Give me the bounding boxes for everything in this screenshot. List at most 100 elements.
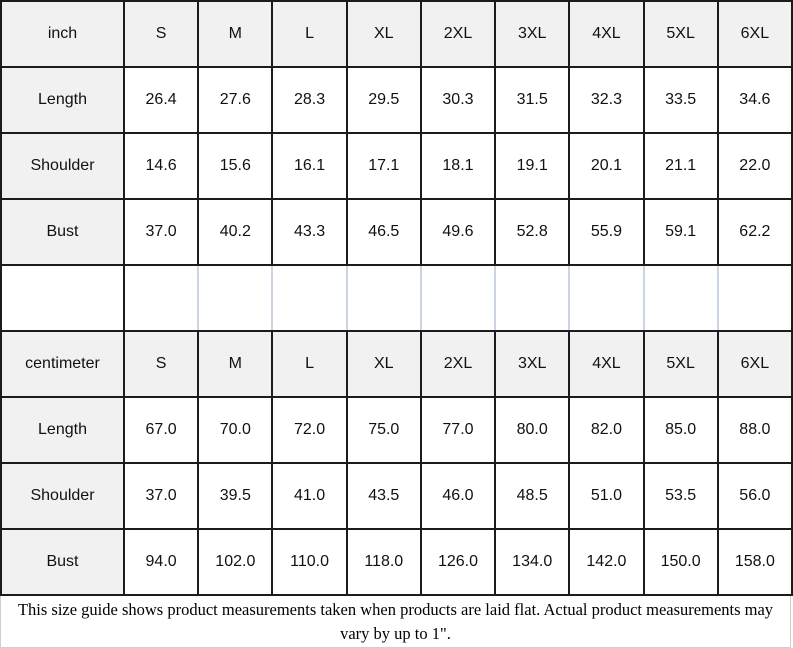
measurement-cell: 34.6 — [716, 66, 793, 134]
size-header: 4XL — [568, 0, 645, 68]
centimeter-shoulder-row: Shoulder 37.0 39.5 41.0 43.5 46.0 48.5 5… — [0, 462, 793, 530]
size-chart-table: inch S M L XL 2XL 3XL 4XL 5XL 6XL Length… — [0, 0, 793, 596]
measurement-cell: 150.0 — [642, 528, 719, 596]
measurement-cell: 126.0 — [419, 528, 497, 596]
measurement-cell: 39.5 — [197, 462, 274, 530]
spacer-cell — [494, 264, 571, 332]
measurement-cell: 62.2 — [716, 198, 793, 266]
row-label: Shoulder — [0, 132, 125, 200]
measurement-cell: 16.1 — [271, 132, 348, 200]
measurement-cell: 56.0 — [716, 462, 793, 530]
measurement-cell: 49.6 — [419, 198, 497, 266]
measurement-cell: 88.0 — [716, 396, 793, 464]
measurement-cell: 18.1 — [419, 132, 497, 200]
measurement-cell: 102.0 — [197, 528, 274, 596]
measurement-cell: 46.5 — [345, 198, 422, 266]
size-header: 5XL — [642, 330, 719, 398]
measurement-cell: 29.5 — [345, 66, 422, 134]
measurement-cell: 20.1 — [568, 132, 645, 200]
measurement-cell: 142.0 — [568, 528, 645, 596]
measurement-cell: 17.1 — [345, 132, 422, 200]
size-header: S — [122, 330, 200, 398]
centimeter-header-row: centimeter S M L XL 2XL 3XL 4XL 5XL 6XL — [0, 330, 793, 398]
measurement-cell: 52.8 — [494, 198, 571, 266]
measurement-cell: 110.0 — [271, 528, 348, 596]
measurement-cell: 15.6 — [197, 132, 274, 200]
measurement-cell: 72.0 — [271, 396, 348, 464]
size-header: 5XL — [642, 0, 719, 68]
measurement-cell: 41.0 — [271, 462, 348, 530]
measurement-cell: 118.0 — [345, 528, 422, 596]
spacer-cell — [0, 264, 125, 332]
measurement-cell: 77.0 — [419, 396, 497, 464]
inch-bust-row: Bust 37.0 40.2 43.3 46.5 49.6 52.8 55.9 … — [0, 198, 793, 266]
inch-length-row: Length 26.4 27.6 28.3 29.5 30.3 31.5 32.… — [0, 66, 793, 134]
measurement-cell: 70.0 — [197, 396, 274, 464]
spacer-cell — [642, 264, 719, 332]
measurement-cell: 82.0 — [568, 396, 645, 464]
size-header: 3XL — [494, 330, 571, 398]
measurement-cell: 28.3 — [271, 66, 348, 134]
measurement-cell: 14.6 — [122, 132, 200, 200]
size-header: L — [271, 0, 348, 68]
measurement-cell: 67.0 — [122, 396, 200, 464]
measurement-cell: 40.2 — [197, 198, 274, 266]
size-header: 2XL — [419, 0, 497, 68]
size-header: XL — [345, 330, 422, 398]
measurement-cell: 32.3 — [568, 66, 645, 134]
row-label: Length — [0, 396, 125, 464]
measurement-cell: 75.0 — [345, 396, 422, 464]
row-label: Bust — [0, 528, 125, 596]
size-header: S — [122, 0, 200, 68]
spacer-cell — [122, 264, 200, 332]
measurement-cell: 48.5 — [494, 462, 571, 530]
measurement-cell: 30.3 — [419, 66, 497, 134]
unit-header-centimeter: centimeter — [0, 330, 125, 398]
measurement-cell: 46.0 — [419, 462, 497, 530]
measurement-cell: 21.1 — [642, 132, 719, 200]
measurement-cell: 85.0 — [642, 396, 719, 464]
size-header: M — [197, 0, 274, 68]
measurement-cell: 26.4 — [122, 66, 200, 134]
size-header: 2XL — [419, 330, 497, 398]
row-label: Shoulder — [0, 462, 125, 530]
inch-shoulder-row: Shoulder 14.6 15.6 16.1 17.1 18.1 19.1 2… — [0, 132, 793, 200]
measurement-cell: 53.5 — [642, 462, 719, 530]
size-header: 6XL — [716, 0, 793, 68]
spacer-cell — [271, 264, 348, 332]
measurement-cell: 59.1 — [642, 198, 719, 266]
measurement-cell: 94.0 — [122, 528, 200, 596]
spacer-cell — [197, 264, 274, 332]
measurement-cell: 158.0 — [716, 528, 793, 596]
size-header: M — [197, 330, 274, 398]
measurement-cell: 80.0 — [494, 396, 571, 464]
spacer-cell — [419, 264, 497, 332]
centimeter-length-row: Length 67.0 70.0 72.0 75.0 77.0 80.0 82.… — [0, 396, 793, 464]
measurement-cell: 33.5 — [642, 66, 719, 134]
measurement-cell: 22.0 — [716, 132, 793, 200]
size-header: 6XL — [716, 330, 793, 398]
measurement-cell: 37.0 — [122, 462, 200, 530]
measurement-cell: 37.0 — [122, 198, 200, 266]
size-header: L — [271, 330, 348, 398]
size-header: XL — [345, 0, 422, 68]
size-header: 3XL — [494, 0, 571, 68]
measurement-cell: 134.0 — [494, 528, 571, 596]
size-guide-disclaimer: This size guide shows product measuremen… — [0, 596, 791, 648]
measurement-cell: 55.9 — [568, 198, 645, 266]
row-label: Bust — [0, 198, 125, 266]
spacer-cell — [716, 264, 793, 332]
spacer-cell — [568, 264, 645, 332]
centimeter-bust-row: Bust 94.0 102.0 110.0 118.0 126.0 134.0 … — [0, 528, 793, 596]
size-header: 4XL — [568, 330, 645, 398]
spacer-row — [0, 264, 793, 332]
measurement-cell: 19.1 — [494, 132, 571, 200]
measurement-cell: 51.0 — [568, 462, 645, 530]
row-label: Length — [0, 66, 125, 134]
spacer-cell — [345, 264, 422, 332]
measurement-cell: 43.3 — [271, 198, 348, 266]
measurement-cell: 27.6 — [197, 66, 274, 134]
inch-header-row: inch S M L XL 2XL 3XL 4XL 5XL 6XL — [0, 0, 793, 68]
unit-header-inch: inch — [0, 0, 125, 68]
measurement-cell: 31.5 — [494, 66, 571, 134]
